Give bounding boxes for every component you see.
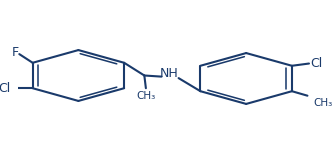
Text: CH₃: CH₃ [136,91,156,101]
Text: Cl: Cl [0,82,11,95]
Text: F: F [12,46,19,59]
Text: Cl: Cl [311,57,323,70]
Text: CH₃: CH₃ [313,98,333,108]
Text: NH: NH [160,67,179,80]
